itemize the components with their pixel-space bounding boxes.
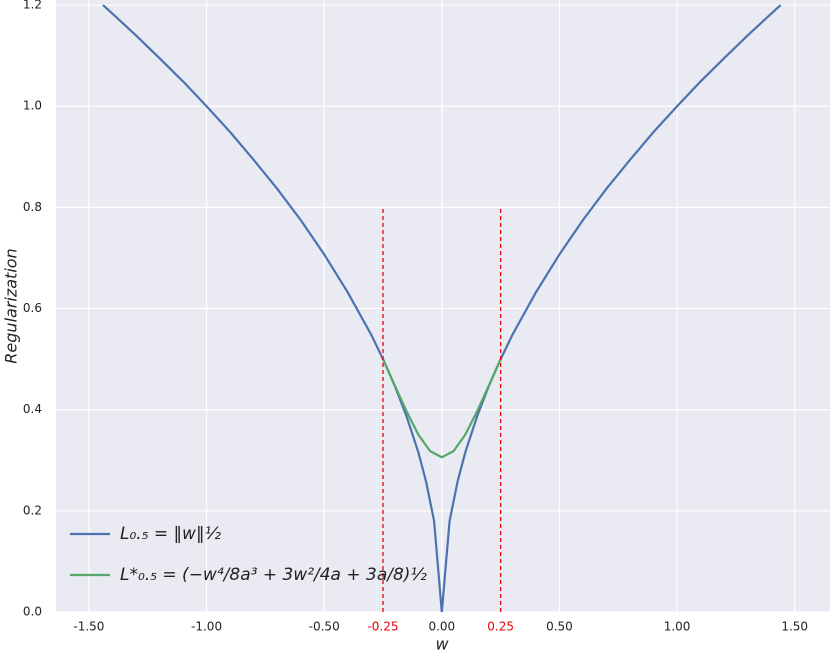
x-tick-label: -1.50 [73, 620, 104, 634]
y-tick-label: 1.2 [23, 0, 42, 12]
y-tick-label: 0.8 [23, 200, 42, 214]
x-tick-label: -1.00 [191, 620, 222, 634]
legend-label: L*₀.₅ = (−w⁴/8a³ + 3w²/4a + 3a/8)½ [120, 565, 427, 585]
line [382, 358, 502, 459]
line [102, 4, 782, 612]
plot [102, 4, 782, 612]
grid [56, 0, 830, 613]
x-tick-label: -0.25 [367, 620, 398, 634]
plot-area [56, 0, 830, 612]
y-axis-label: Regularization [2, 248, 21, 363]
x-tick-label: 0.50 [546, 620, 573, 634]
y-tick-label: 0.6 [23, 301, 42, 315]
x-tick-label: 1.00 [664, 620, 691, 634]
x-tick-label: 1.50 [781, 620, 808, 634]
y-tick-label: 0.2 [23, 503, 42, 517]
x-axis-label: w [435, 635, 449, 654]
x-tick-label: 0.00 [428, 620, 455, 634]
x-tick-label: -0.50 [309, 620, 340, 634]
y-tick-label: 0.0 [23, 605, 42, 619]
x-tick-label: 0.25 [487, 620, 514, 634]
legend-label: L₀.₅ = ‖w‖½ [120, 524, 221, 544]
y-tick-label: 0.4 [23, 402, 42, 416]
y-tick-label: 1.0 [23, 99, 42, 113]
